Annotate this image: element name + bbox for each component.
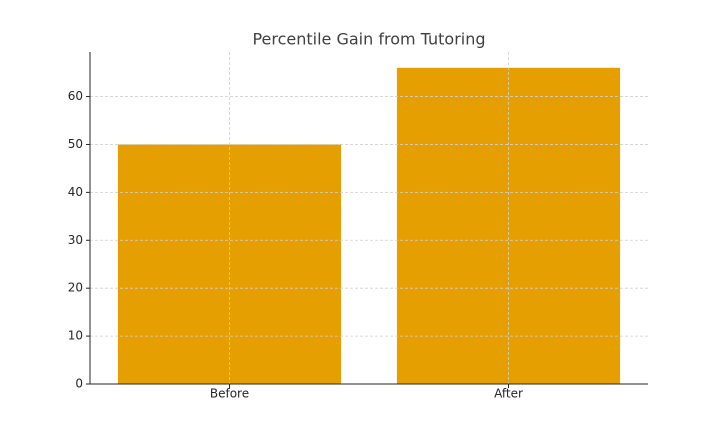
y-tick-label: 20 [68, 281, 83, 295]
y-tick-label: 0 [75, 377, 83, 391]
chart-title: Percentile Gain from Tutoring [252, 30, 485, 49]
x-tick-label: After [494, 387, 523, 401]
y-tick-label: 40 [68, 185, 83, 199]
y-tick-label: 30 [68, 233, 83, 247]
y-tick-label: 10 [68, 329, 83, 343]
y-tick-label: 60 [68, 89, 83, 103]
bar [396, 67, 621, 385]
x-tick-label: Before [210, 387, 249, 401]
y-tick-label: 50 [68, 137, 83, 151]
